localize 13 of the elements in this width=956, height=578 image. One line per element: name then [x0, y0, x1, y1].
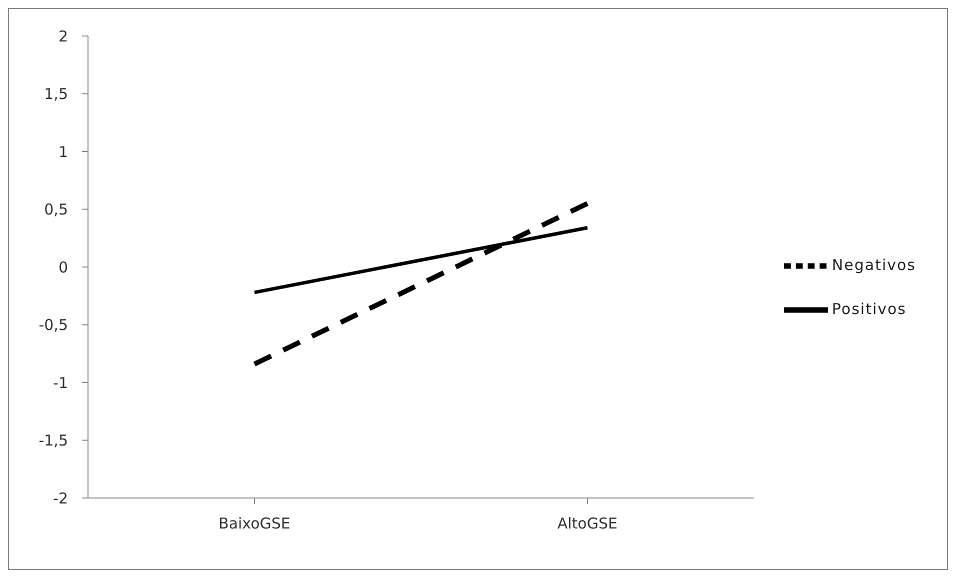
y-tick-label: 0,5 [44, 200, 68, 219]
legend-label: Negativos [832, 256, 916, 274]
x-tick-label: AltoGSE [557, 514, 618, 533]
y-tick-label: 0 [58, 258, 68, 276]
y-tick-label: -1,5 [38, 432, 68, 450]
y-tick-label: 1,5 [44, 85, 68, 104]
y-tick-label: 2 [58, 27, 68, 46]
y-tick-label: -0,5 [38, 316, 68, 334]
y-tick-label: -1 [53, 374, 68, 392]
y-tick-label: -2 [53, 489, 68, 508]
legend-label: Positivos [832, 300, 906, 318]
x-tick-label: BaixoGSE [218, 514, 290, 533]
y-tick-label: 1 [58, 142, 68, 161]
